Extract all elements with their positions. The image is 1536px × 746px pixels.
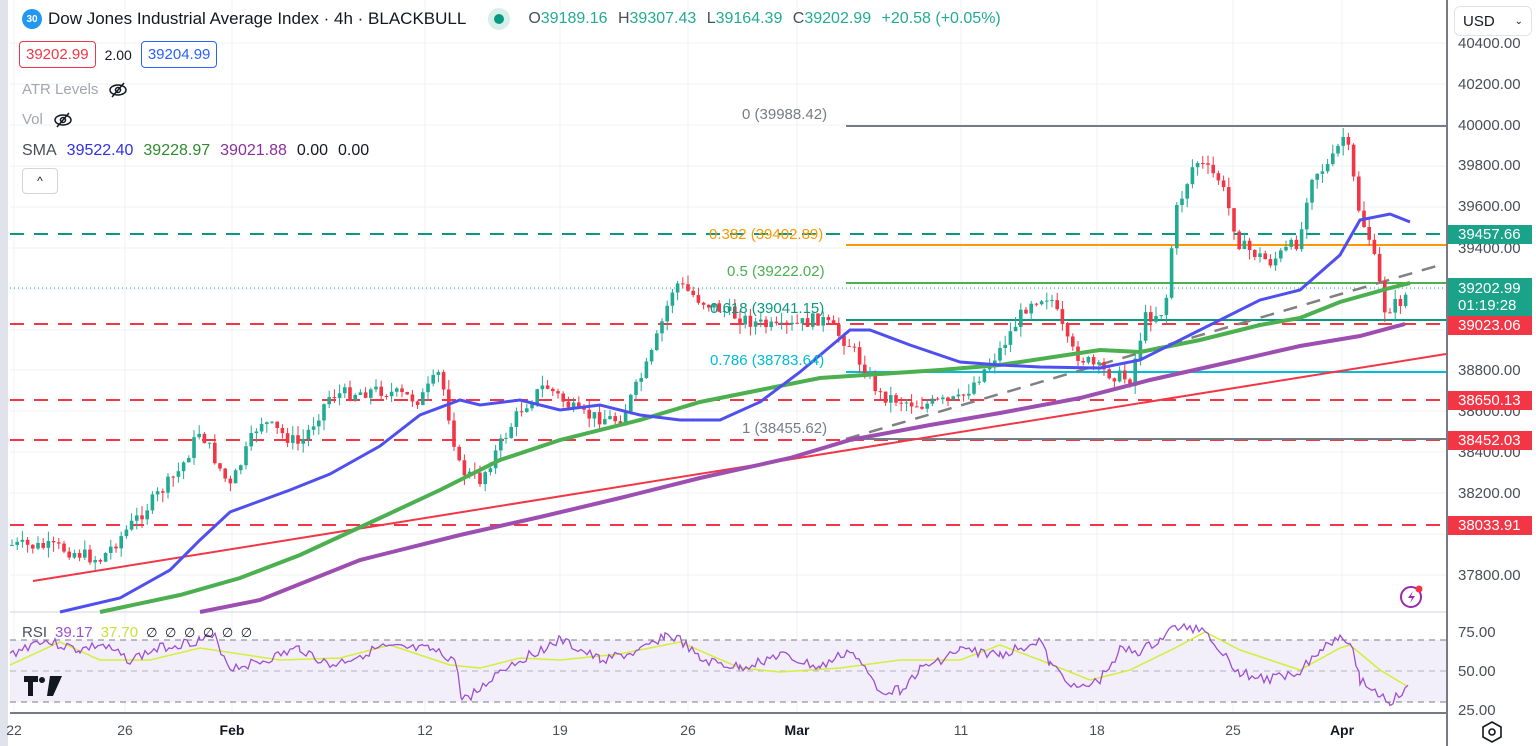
time-axis-label: 22	[6, 722, 22, 738]
collapse-legend-button[interactable]: ^	[22, 168, 58, 194]
sma-4-value: 0.00	[296, 142, 329, 159]
price-axis-label: 39400.00	[1458, 240, 1521, 257]
buy-button[interactable]: 39204.99	[140, 41, 218, 68]
fib-label-0786: 0.786 (38783.64)	[710, 352, 825, 369]
hidden-eye-icon[interactable]	[108, 82, 128, 98]
candlesticks	[10, 127, 1408, 570]
hidden-eye-icon[interactable]	[53, 112, 73, 128]
sma-mid-value: 39228.97	[143, 142, 211, 159]
lightning-alert-icon[interactable]	[1398, 583, 1426, 611]
price-axis-label: 38800.00	[1458, 362, 1521, 379]
ohlc-values: O39189.16 H39307.43 L39164.39 C39202.99 …	[528, 10, 1001, 27]
atr-label: ATR Levels	[22, 81, 99, 98]
price-tag-resistance: 39457.66	[1448, 225, 1532, 244]
time-axis-label: 18	[1089, 722, 1105, 738]
market-status-icon[interactable]	[488, 8, 511, 30]
time-axis-label: 25	[1225, 722, 1241, 738]
sma-fast-line	[59, 212, 1411, 614]
time-axis-label: 12	[417, 722, 433, 738]
tradingview-logo-icon[interactable]	[24, 676, 64, 696]
currency-select[interactable]: USD ⌄	[1454, 6, 1532, 36]
chevron-up-icon: ^	[37, 174, 43, 188]
fib-label-05: 0.5 (39222.02)	[727, 263, 825, 280]
high-value: 39307.43	[629, 10, 697, 27]
last-price-value: 39202.99	[1458, 280, 1521, 297]
settings-icon[interactable]	[1480, 720, 1504, 744]
price-axis-label: 40400.00	[1458, 35, 1521, 52]
rsi-value: 39.17	[55, 624, 93, 641]
symbol-badge: 30	[22, 9, 42, 29]
price-axis-label: 38200.00	[1458, 485, 1521, 502]
vol-label: Vol	[22, 111, 43, 128]
chart-legend: 30 Dow Jones Industrial Average Index · …	[22, 8, 1007, 30]
price-tag-support-1: 39023.06	[1448, 316, 1532, 335]
sell-button[interactable]: 39202.99	[19, 41, 96, 68]
price-axis-label: 40200.00	[1458, 76, 1521, 93]
change-value: +20.58 (+0.05%)	[881, 10, 1001, 27]
open-value: 39189.16	[540, 10, 608, 27]
currency-value: USD	[1463, 12, 1495, 30]
fib-label-1: 1 (38455.62)	[742, 420, 828, 437]
fib-label-0618: 0.618 (39041.15)	[710, 300, 825, 317]
price-tag-last: 39202.99 01:19:28	[1448, 278, 1532, 316]
rsi-label: RSI	[22, 624, 48, 641]
fib-label-0382: 0.382 (39402.89)	[709, 226, 824, 243]
rsi-axis-label: 75.00	[1458, 624, 1496, 641]
time-axis-label: 26	[680, 722, 696, 738]
time-axis-label: 11	[953, 722, 969, 738]
trendline-dashed[interactable]	[845, 263, 1441, 441]
indicator-vol[interactable]: Vol	[22, 111, 73, 128]
sma-label: SMA	[22, 142, 57, 159]
low-value: 39164.39	[715, 10, 783, 27]
rsi-legend[interactable]: RSI 39.17 37.70 ∅ ∅ ∅ ∅ ∅ ∅	[22, 624, 254, 641]
rsi-na-values: ∅ ∅ ∅ ∅ ∅ ∅	[146, 624, 255, 640]
spread-value: 2.00	[104, 46, 132, 63]
sma-fast-value: 39522.40	[66, 142, 134, 159]
price-tag-support-2: 38650.13	[1448, 391, 1532, 410]
price-axis-label: 39800.00	[1458, 157, 1521, 174]
price-tag-support-3: 38452.03	[1448, 431, 1532, 450]
sma-slow-line	[199, 322, 1406, 614]
left-toolbar-edge	[0, 0, 8, 746]
time-axis-label: 19	[552, 722, 568, 738]
rsi-ma-value: 37.70	[100, 624, 139, 641]
sma-mid-line	[99, 281, 1411, 614]
price-axis-label: 39600.00	[1458, 198, 1521, 215]
time-axis-label: Feb	[219, 722, 245, 738]
price-tag-support-4: 38033.91	[1448, 516, 1532, 535]
trade-price-row: 39202.99 2.00 39204.99	[19, 41, 218, 68]
indicator-sma[interactable]: SMA 39522.40 39228.97 39021.88 0.00 0.00	[22, 142, 369, 160]
rsi-ma-line	[9, 631, 1408, 687]
rsi-axis-label: 50.00	[1458, 663, 1496, 680]
fibonacci-retracement[interactable]	[846, 125, 1446, 440]
rsi-line	[9, 622, 1409, 707]
time-axis-label: 26	[117, 722, 133, 738]
close-value: 39202.99	[804, 10, 872, 27]
time-axis-label: Apr	[1329, 722, 1355, 738]
price-axis-label: 37800.00	[1458, 567, 1521, 584]
sma-5-value: 0.00	[338, 142, 370, 159]
rsi-axis-label: 25.00	[1458, 702, 1496, 719]
chart-title[interactable]: Dow Jones Industrial Average Index · 4h …	[48, 9, 467, 28]
fib-label-0: 0 (39988.42)	[742, 106, 828, 123]
time-axis-label: Mar	[784, 722, 810, 738]
sma-slow-value: 39021.88	[220, 142, 287, 159]
indicator-atr-levels[interactable]: ATR Levels	[22, 81, 128, 98]
price-axis-label: 40000.00	[1458, 117, 1521, 134]
chevron-down-icon: ⌄	[1514, 15, 1523, 27]
bar-countdown: 01:19:28	[1458, 297, 1517, 314]
